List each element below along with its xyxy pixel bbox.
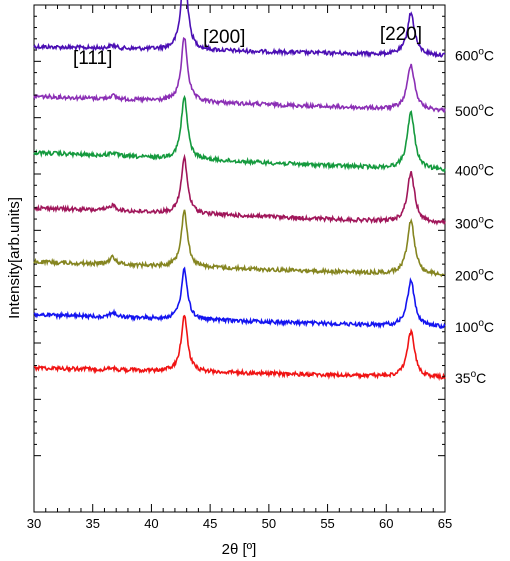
series-line-200 — [33, 209, 446, 278]
peak-label-2: [220] — [380, 24, 422, 45]
x-axis-title: 2θ [º] — [222, 541, 257, 558]
series-line-100 — [33, 266, 446, 329]
y-axis-title: Intensity[arb.units] — [6, 197, 23, 319]
temp-label-500: 500oC — [455, 102, 494, 119]
x-tick-label: 65 — [438, 516, 452, 531]
series-line-500 — [33, 36, 446, 113]
x-tick-label: 30 — [27, 516, 41, 531]
x-tick-label: 60 — [379, 516, 393, 531]
series-group — [33, 0, 446, 382]
temp-label-200: 200oC — [455, 266, 494, 283]
series-line-300 — [33, 153, 446, 226]
series-line-400 — [33, 94, 446, 174]
x-tick-label: 50 — [262, 516, 276, 531]
plot-frame — [33, 4, 446, 513]
temp-label-600: 600oC — [455, 47, 494, 64]
x-tick-label: 40 — [144, 516, 158, 531]
x-tick-label: 35 — [85, 516, 99, 531]
temp-label-group: 600oC 500oC 400oC 300oC 200oC 100oC 35oC — [455, 47, 494, 386]
temp-label-100: 100oC — [455, 318, 494, 335]
x-tick-label: 45 — [203, 516, 217, 531]
series-line-35 — [34, 314, 446, 382]
peak-label-1: [200] — [203, 27, 245, 48]
peak-label-0: [111] — [73, 48, 112, 69]
temp-label-35: 35oC — [455, 369, 486, 386]
x-tick-label: 55 — [320, 516, 334, 531]
temp-label-300: 300oC — [455, 215, 494, 232]
peak-label-group: [111] [200] [220] — [73, 24, 422, 69]
tick-group: 30 35 40 45 50 55 60 65 — [27, 5, 452, 531]
temp-label-400: 400oC — [455, 162, 494, 179]
series-line-600 — [33, 0, 446, 59]
